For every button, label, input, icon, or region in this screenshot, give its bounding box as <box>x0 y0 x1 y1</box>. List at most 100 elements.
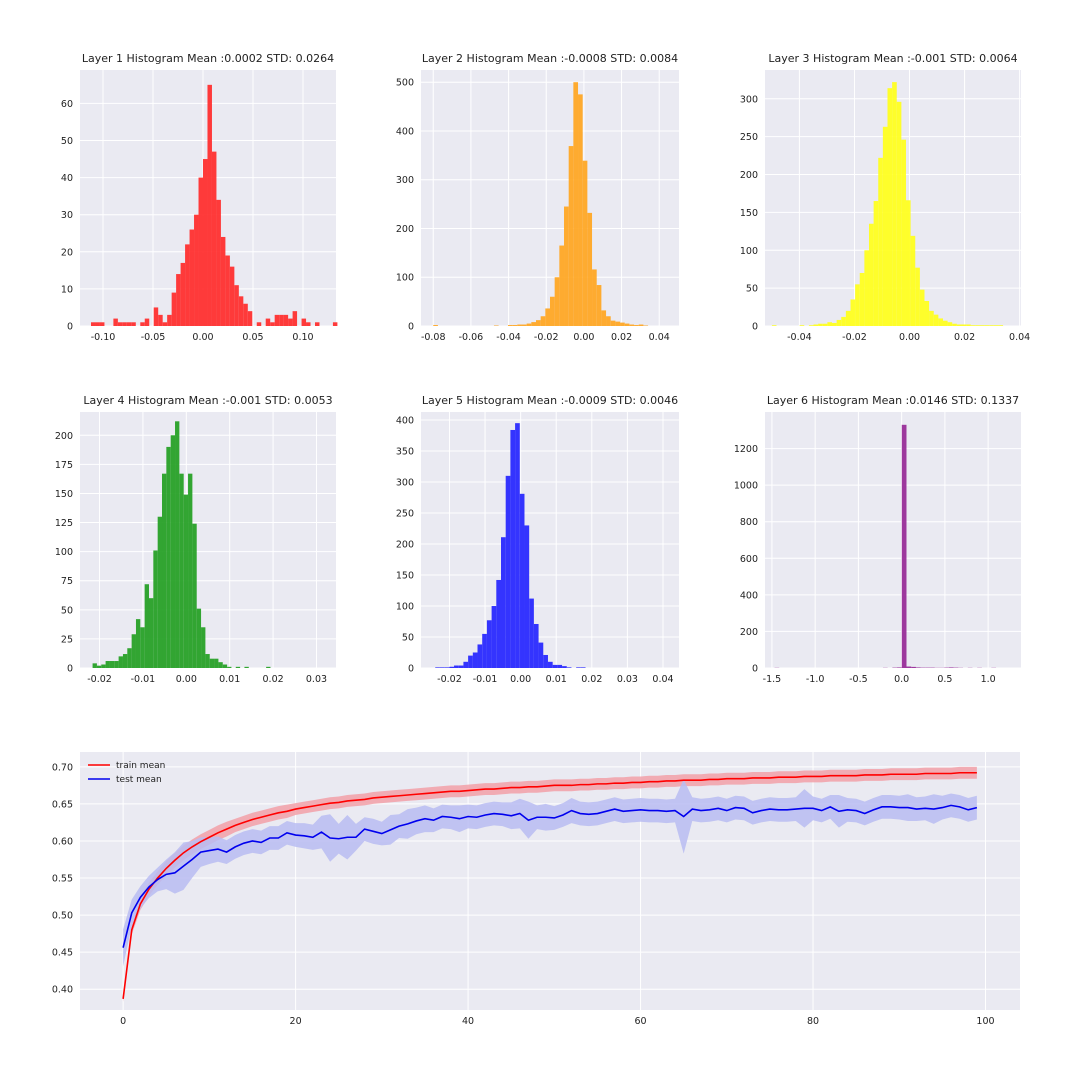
histogram-bar <box>244 666 249 668</box>
x-tick-label: 0.03 <box>617 674 638 685</box>
histogram-bar <box>550 296 555 326</box>
subplot-2: -0.08 -0.06 -0.04 -0.02 0.00 0.02 0.04 0 100 200 3… <box>396 52 679 343</box>
axes-background <box>421 412 679 668</box>
histogram-bar <box>547 661 553 668</box>
y-tick-label: 400 <box>396 126 414 137</box>
histogram-bar <box>864 250 869 326</box>
histogram-bar <box>905 200 911 326</box>
x-tick-label: 0.00 <box>176 674 197 685</box>
histogram-bar <box>148 598 154 668</box>
histogram-bar <box>122 654 128 668</box>
histogram-bar <box>162 322 168 326</box>
histogram-bar <box>265 318 271 326</box>
histogram-bar <box>580 667 586 668</box>
histogram-bar <box>92 663 97 668</box>
histogram-bar <box>634 325 639 326</box>
y-tick-label: 200 <box>740 170 758 181</box>
x-tick-label: -0.06 <box>459 332 484 343</box>
histogram-bar <box>538 642 544 668</box>
histogram-bar <box>113 318 118 326</box>
axes-background <box>421 70 679 326</box>
y-tick-label: 25 <box>61 634 73 645</box>
histogram-bar <box>975 325 980 326</box>
histogram-bar <box>135 619 141 668</box>
x-tick-label: -0.05 <box>141 332 166 343</box>
histogram-bar <box>140 627 145 668</box>
histogram-bar <box>989 325 994 326</box>
histogram-bar <box>214 658 219 668</box>
histogram-bar <box>896 101 902 326</box>
histogram-bar <box>247 311 253 326</box>
histogram-bar <box>882 126 888 326</box>
histogram-bar <box>167 314 172 326</box>
histogram-bar <box>552 664 558 668</box>
histogram-bar <box>153 307 159 326</box>
y-tick-label: 30 <box>61 210 73 221</box>
histogram-bar <box>105 661 110 668</box>
histogram-bar <box>952 323 957 326</box>
histogram-bar <box>188 473 193 668</box>
histogram-bar <box>170 435 176 668</box>
histogram-bar <box>601 310 607 326</box>
y-tick-label: 150 <box>396 571 414 582</box>
y-tick-label: 60 <box>61 99 73 110</box>
x-tick-label: 0.04 <box>649 332 670 343</box>
histogram-bar <box>203 159 208 326</box>
subplot-3: -0.04 -0.02 0.00 0.02 0.04 0 50 100 150 200 250 300… <box>740 52 1030 343</box>
chart-title: Layer 4 Histogram Mean :-0.001 STD: 0.00… <box>83 394 332 407</box>
histogram-bars <box>91 84 338 326</box>
histogram-bar <box>942 320 948 326</box>
axes-background <box>765 412 1021 668</box>
histogram-bar <box>144 318 150 326</box>
x-tick-label: 0.02 <box>263 674 284 685</box>
histogram-bar <box>535 320 541 326</box>
histogram-bar <box>179 473 184 668</box>
histogram-bar <box>449 666 455 668</box>
chart-title: Layer 3 Histogram Mean :-0.001 STD: 0.00… <box>768 52 1017 65</box>
x-tick-label: 0.02 <box>954 332 975 343</box>
histogram-bar <box>306 322 311 326</box>
histogram-bar <box>283 314 289 326</box>
x-tick-label: -0.04 <box>787 332 812 343</box>
x-tick-label: 100 <box>976 1016 994 1027</box>
x-tick-label: 0.03 <box>306 674 327 685</box>
histogram-bar <box>315 322 320 326</box>
histogram-bar <box>887 88 893 326</box>
histogram-bar <box>505 475 511 668</box>
histogram-bar <box>592 269 597 326</box>
histogram-bar <box>209 658 215 668</box>
chart-title: Layer 6 Histogram Mean :0.0146 STD: 0.13… <box>767 394 1019 407</box>
histogram-bar <box>517 324 522 326</box>
histogram-bar <box>140 322 145 326</box>
y-tick-label: 250 <box>396 509 414 520</box>
series-line <box>122 771 977 999</box>
axes-background <box>80 752 1020 1010</box>
histogram-bar <box>901 139 906 326</box>
histogram-bar <box>114 661 119 668</box>
x-tick-label: -1.0 <box>806 674 825 685</box>
x-tick-label: 0.10 <box>292 332 313 343</box>
histogram-bar <box>855 284 860 326</box>
histogram-bar <box>813 324 819 326</box>
y-tick-label: 250 <box>740 132 758 143</box>
y-tick-label: 40 <box>61 173 73 184</box>
x-tick-label: 0.01 <box>219 674 240 685</box>
x-tick-label: -0.10 <box>91 332 116 343</box>
x-tick-label: -0.02 <box>534 332 559 343</box>
x-tick-label: 0.00 <box>192 332 213 343</box>
y-tick-label: 10 <box>61 284 73 295</box>
histogram-bar <box>822 323 828 326</box>
histogram-bar <box>229 266 235 326</box>
histogram-bar <box>194 214 199 326</box>
histogram-bar <box>454 665 459 668</box>
x-tick-label: -0.04 <box>496 332 521 343</box>
histogram-bar <box>468 655 473 668</box>
x-tick-label: 0.5 <box>937 674 952 685</box>
y-tick-label: 0.40 <box>52 985 73 996</box>
histogram-bar <box>915 667 921 668</box>
y-tick-label: 100 <box>396 273 414 284</box>
histogram-bar <box>906 666 912 668</box>
histogram-bar <box>222 664 228 668</box>
y-tick-label: 1200 <box>734 444 758 455</box>
